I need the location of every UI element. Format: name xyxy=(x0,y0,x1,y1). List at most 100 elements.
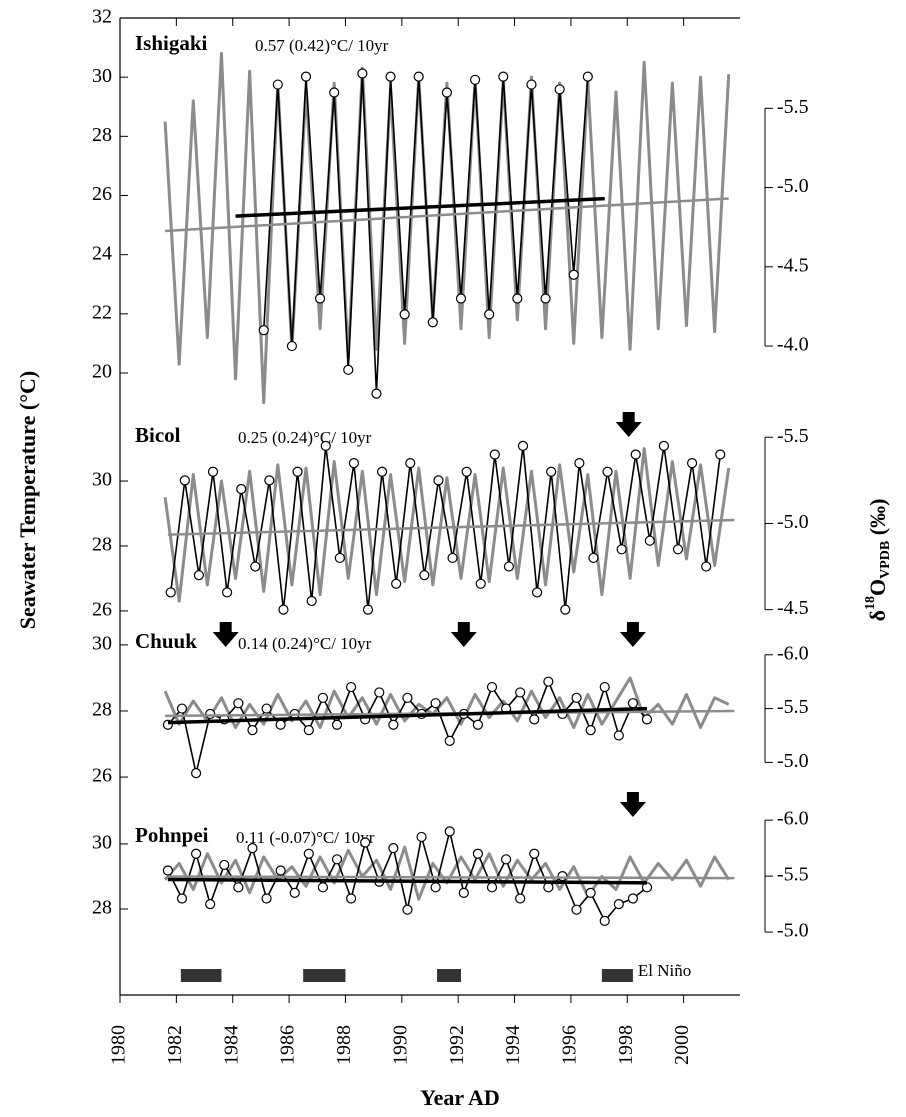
coral-point xyxy=(264,475,275,486)
sst-line xyxy=(163,52,731,405)
x-tick-label: 1988 xyxy=(333,1025,355,1065)
trend-line xyxy=(235,196,605,218)
coral-point xyxy=(560,604,571,615)
el-nino-bar xyxy=(180,969,222,982)
coral-point xyxy=(388,719,399,730)
coral-point xyxy=(585,725,596,736)
coral-point xyxy=(413,71,424,82)
panel-title: Pohnpei xyxy=(135,823,209,847)
coral-point xyxy=(540,293,551,304)
el-nino-arrow xyxy=(619,792,646,817)
y-tick-label: 30 xyxy=(92,65,112,87)
coral-point xyxy=(162,865,174,876)
coral-point xyxy=(526,79,537,90)
y2-tick-label: -4.5 xyxy=(777,254,809,276)
coral-point xyxy=(571,904,582,915)
coral-point xyxy=(554,84,565,95)
coral-point xyxy=(360,837,371,848)
coral-point xyxy=(275,719,286,730)
coral-point xyxy=(261,893,272,904)
y2-tick-label: -5.5 xyxy=(777,864,809,886)
coral-point xyxy=(627,698,639,709)
coral-point xyxy=(515,687,526,698)
y2-label-sup: 18 xyxy=(863,596,878,610)
panel-title: Chuuk xyxy=(135,629,197,653)
coral-point xyxy=(374,687,385,698)
coral-point xyxy=(430,698,441,709)
coral-point xyxy=(503,561,515,572)
coral-point xyxy=(258,325,269,336)
y-tick-label: 26 xyxy=(92,599,112,621)
trend-line xyxy=(167,875,735,880)
coral-point xyxy=(444,735,455,746)
el-nino-arrow xyxy=(450,622,477,647)
coral-point xyxy=(193,570,205,581)
x-tick-label: 1982 xyxy=(164,1025,186,1065)
coral-point xyxy=(500,854,512,865)
coral-point xyxy=(345,681,357,693)
coral-point xyxy=(405,458,416,469)
coral-point xyxy=(672,544,684,555)
coral-point xyxy=(275,865,286,876)
x-tick-label: 1994 xyxy=(502,1025,524,1065)
coral-point xyxy=(419,570,430,581)
coral-point xyxy=(221,587,233,598)
coral-point xyxy=(205,708,216,720)
coral-point xyxy=(286,340,298,352)
coral-point xyxy=(574,458,585,469)
coral-point xyxy=(515,893,526,904)
coral-point xyxy=(531,587,543,598)
coral-point xyxy=(205,899,216,910)
y2-label-base: O xyxy=(865,579,890,596)
coral-point xyxy=(233,882,244,893)
coral-point xyxy=(472,719,484,730)
y-tick-label: 32 xyxy=(92,6,112,28)
el-nino-bar xyxy=(601,969,633,982)
y2-tick-label: -5.5 xyxy=(777,696,809,718)
coral-point xyxy=(458,887,469,899)
el-nino-arrow xyxy=(212,622,239,647)
y-tick-label: 28 xyxy=(92,699,112,721)
coral-point xyxy=(427,317,438,328)
coral-line xyxy=(262,72,589,395)
coral-point xyxy=(616,544,627,555)
el-nino-arrow xyxy=(619,622,646,647)
coral-point xyxy=(371,388,382,399)
coral-point xyxy=(543,676,554,687)
panel-title: Ishigaki xyxy=(135,31,208,55)
y-axis-label: Seawater Temperature (°C) xyxy=(15,371,40,630)
x-tick-label: 1984 xyxy=(220,1025,242,1065)
coral-point xyxy=(292,466,303,477)
coral-point xyxy=(546,466,557,477)
trend-annotation: 0.14 (0.24)°C/ 10yr xyxy=(238,634,372,653)
coral-point xyxy=(348,458,360,469)
coral-point xyxy=(250,561,261,572)
coral-point xyxy=(317,882,329,893)
coral-point xyxy=(486,882,498,893)
y-tick-label: 28 xyxy=(92,534,112,556)
coral-point xyxy=(582,71,593,82)
y-tick-label: 24 xyxy=(92,242,112,264)
coral-point xyxy=(247,725,258,736)
coral-point xyxy=(630,449,641,460)
y2-tick-label: -6.0 xyxy=(777,642,809,664)
coral-point xyxy=(441,87,453,98)
coral-point xyxy=(613,899,624,910)
coral-point xyxy=(599,915,610,926)
trend-annotation: 0.11 (-0.07)°C/ 10yr xyxy=(236,828,375,847)
el-nino-bar xyxy=(437,969,461,982)
x-tick-label: 1986 xyxy=(277,1025,299,1065)
x-tick-label: 1990 xyxy=(389,1025,411,1065)
coral-point xyxy=(385,71,396,82)
x-tick-label: 1996 xyxy=(559,1025,581,1065)
coral-point xyxy=(289,887,300,899)
coral-point xyxy=(190,848,202,859)
coral-point xyxy=(261,703,272,714)
coral-point xyxy=(317,692,329,703)
coral-point xyxy=(517,440,529,451)
coral-point xyxy=(571,692,582,703)
coral-point xyxy=(529,848,540,859)
coral-point xyxy=(557,871,568,882)
coral-point xyxy=(599,681,610,693)
y-tick-label: 28 xyxy=(92,124,112,146)
